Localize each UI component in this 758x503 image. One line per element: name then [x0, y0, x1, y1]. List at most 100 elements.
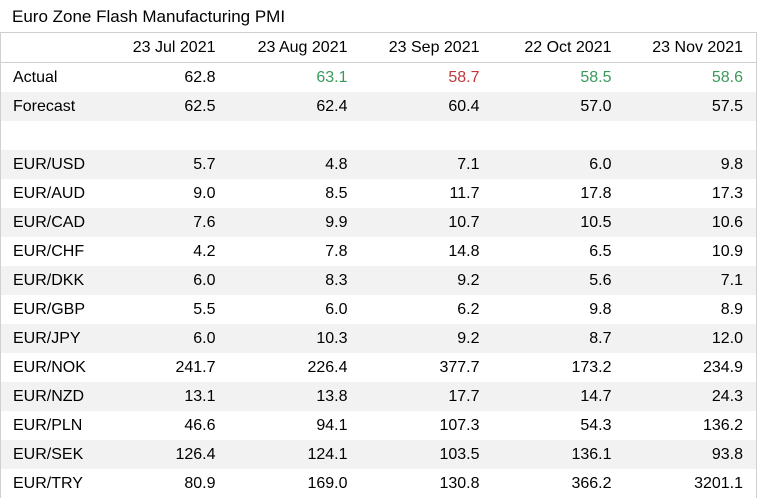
row-label: EUR/SEK — [0, 440, 97, 469]
row-label: EUR/USD — [0, 150, 97, 179]
value-cell: 7.1 — [360, 150, 493, 179]
value-cell: 377.7 — [439, 358, 480, 376]
value-cell: 7.1 — [624, 266, 757, 295]
value-cell: 12.0 — [624, 324, 757, 353]
value-cell: 234.9 — [702, 358, 743, 376]
value-cell: 173.2 — [571, 358, 612, 376]
value-cell: 8.9 — [720, 300, 743, 318]
value-cell: 9.0 — [193, 184, 216, 202]
value-cell: 226.4 — [307, 358, 348, 376]
value-cell: 11.7 — [449, 184, 480, 202]
row-label: EUR/PLN — [13, 416, 83, 434]
value-cell — [229, 121, 361, 150]
row-label: EUR/JPY — [0, 324, 97, 353]
value-cell: 62.4 — [228, 92, 361, 121]
value-cell: 60.4 — [360, 92, 493, 121]
row-label: EUR/CHF — [13, 242, 85, 260]
table-row: EUR/CAD 7.6 9.9 10.7 10.5 10.6 — [0, 208, 757, 237]
value-cell: 4.2 — [193, 242, 216, 260]
header-cell-label — [0, 32, 97, 63]
header-cell-date: 23 Aug 2021 — [228, 32, 361, 63]
value-cell: 62.5 — [96, 92, 229, 121]
value-cell: 3201.1 — [694, 474, 743, 492]
value-cell: 80.9 — [184, 474, 216, 492]
table-row: EUR/NOK 241.7 226.4 377.7 173.2 234.9 — [1, 353, 757, 382]
value-cell: 10.5 — [492, 208, 625, 237]
table-title: Euro Zone Flash Manufacturing PMI — [12, 7, 286, 26]
header-row: 23 Jul 2021 23 Aug 2021 23 Sep 2021 22 O… — [0, 32, 757, 63]
row-label: EUR/NZD — [0, 382, 97, 411]
value-cell: 62.8 — [184, 68, 216, 86]
value-cell: 6.5 — [589, 242, 612, 260]
value-cell: 94.1 — [316, 416, 348, 434]
value-cell: 9.2 — [360, 266, 493, 295]
table-row: Actual 62.8 63.1 58.7 58.5 58.6 — [1, 63, 757, 93]
value-cell: 136.2 — [702, 416, 743, 434]
value-cell: 6.0 — [96, 324, 229, 353]
value-cell: 4.8 — [228, 150, 361, 179]
value-cell: 7.6 — [96, 208, 229, 237]
row-label: Forecast — [0, 92, 97, 121]
value-cell: 103.5 — [360, 440, 493, 469]
table-row: EUR/CHF 4.2 7.8 14.8 6.5 10.9 — [1, 237, 757, 266]
value-cell: 169.0 — [307, 474, 348, 492]
table-row: EUR/USD 5.7 4.8 7.1 6.0 9.8 — [0, 150, 757, 179]
value-cell: 5.6 — [492, 266, 625, 295]
value-cell: 9.8 — [589, 300, 612, 318]
value-cell: 5.7 — [96, 150, 229, 179]
value-cell: 10.6 — [624, 208, 757, 237]
row-label: EUR/NOK — [13, 358, 86, 376]
value-cell: 58.7 — [448, 68, 480, 86]
pmi-table-container: 23 Jul 2021 23 Aug 2021 23 Sep 2021 22 O… — [0, 32, 758, 498]
value-cell: 57.5 — [624, 92, 757, 121]
value-cell: 8.7 — [492, 324, 625, 353]
value-cell: 9.8 — [624, 150, 757, 179]
value-cell: 6.0 — [96, 266, 229, 295]
value-cell: 58.6 — [711, 68, 743, 86]
table-row: Forecast 62.5 62.4 60.4 57.0 57.5 — [0, 92, 757, 121]
value-cell: 58.5 — [580, 68, 612, 86]
value-cell: 136.1 — [492, 440, 625, 469]
value-cell: 13.8 — [228, 382, 361, 411]
table-row: EUR/GBP 5.5 6.0 6.2 9.8 8.9 — [1, 295, 757, 324]
value-cell: 8.3 — [228, 266, 361, 295]
row-label: EUR/TRY — [13, 474, 83, 492]
table-row: EUR/NZD 13.1 13.8 17.7 14.7 24.3 — [0, 382, 757, 411]
value-cell: 24.3 — [624, 382, 757, 411]
value-cell: 46.6 — [184, 416, 216, 434]
row-label: EUR/GBP — [13, 300, 86, 318]
value-cell: 57.0 — [492, 92, 625, 121]
value-cell: 6.2 — [457, 300, 480, 318]
value-cell — [361, 121, 493, 150]
pmi-table: 23 Jul 2021 23 Aug 2021 23 Sep 2021 22 O… — [0, 32, 757, 498]
table-body: Actual 62.8 63.1 58.7 58.5 58.6 Forecast 62.5 62… — [0, 63, 757, 499]
value-cell: 17.3 — [711, 184, 743, 202]
row-label — [1, 121, 97, 150]
value-cell: 9.2 — [360, 324, 493, 353]
value-cell: 54.3 — [580, 416, 612, 434]
value-cell: 17.7 — [360, 382, 493, 411]
value-cell: 5.5 — [193, 300, 216, 318]
table-row: EUR/AUD 9.0 8.5 11.7 17.8 17.3 — [1, 179, 757, 208]
table-row: EUR/JPY 6.0 10.3 9.2 8.7 12.0 — [0, 324, 757, 353]
header-cell-date: 23 Nov 2021 — [624, 32, 757, 63]
value-cell: 13.1 — [96, 382, 229, 411]
table-row: EUR/TRY 80.9 169.0 130.8 366.2 3201.1 — [1, 469, 757, 498]
table-row: EUR/PLN 46.6 94.1 107.3 54.3 136.2 — [1, 411, 757, 440]
row-label: Actual — [13, 68, 58, 86]
value-cell: 10.9 — [711, 242, 743, 260]
value-cell: 8.5 — [325, 184, 348, 202]
row-label: EUR/AUD — [13, 184, 86, 202]
value-cell — [493, 121, 625, 150]
value-cell: 126.4 — [96, 440, 229, 469]
header-cell-date: 23 Sep 2021 — [360, 32, 493, 63]
header-cell-date: 23 Jul 2021 — [96, 32, 229, 63]
value-cell: 107.3 — [439, 416, 480, 434]
value-cell: 10.7 — [360, 208, 493, 237]
table-row: EUR/SEK 126.4 124.1 103.5 136.1 93.8 — [0, 440, 757, 469]
value-cell: 241.7 — [175, 358, 216, 376]
table-row: EUR/DKK 6.0 8.3 9.2 5.6 7.1 — [0, 266, 757, 295]
value-cell: 14.8 — [448, 242, 480, 260]
value-cell: 9.9 — [228, 208, 361, 237]
value-cell: 130.8 — [439, 474, 480, 492]
